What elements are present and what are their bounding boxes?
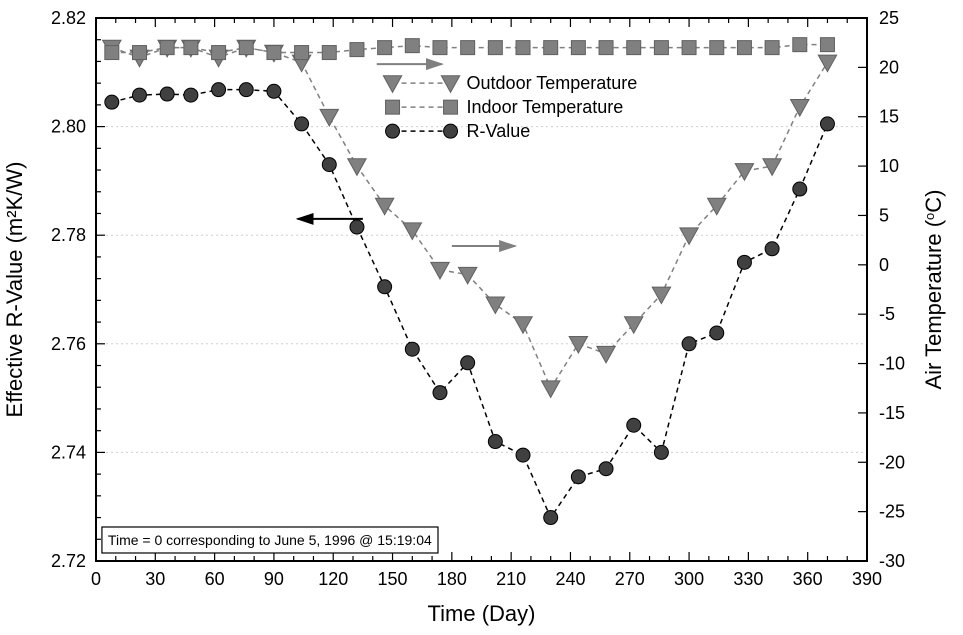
- svg-text:2.80: 2.80: [51, 117, 86, 137]
- svg-text:-5: -5: [879, 304, 895, 324]
- svg-text:-10: -10: [879, 354, 905, 374]
- legend-label-indoor: Indoor Temperature: [467, 97, 624, 117]
- x-axis-label: Time (Day): [428, 601, 536, 626]
- svg-text:90: 90: [264, 569, 284, 589]
- svg-text:0: 0: [91, 569, 101, 589]
- svg-text:15: 15: [879, 107, 899, 127]
- svg-text:120: 120: [318, 569, 348, 589]
- svg-text:2.78: 2.78: [51, 225, 86, 245]
- svg-text:150: 150: [378, 569, 408, 589]
- svg-text:30: 30: [145, 569, 165, 589]
- svg-text:25: 25: [879, 8, 899, 28]
- svg-text:-30: -30: [879, 551, 905, 571]
- svg-text:5: 5: [879, 205, 889, 225]
- svg-text:10: 10: [879, 156, 899, 176]
- svg-text:2.76: 2.76: [51, 334, 86, 354]
- svg-text:-20: -20: [879, 452, 905, 472]
- svg-text:-25: -25: [879, 502, 905, 522]
- svg-text:330: 330: [733, 569, 763, 589]
- svg-text:300: 300: [674, 569, 704, 589]
- legend-label-rvalue: R-Value: [467, 121, 531, 141]
- svg-text:240: 240: [555, 569, 585, 589]
- svg-text:20: 20: [879, 57, 899, 77]
- footnote-text: Time = 0 corresponding to June 5, 1996 @…: [108, 532, 432, 548]
- svg-text:390: 390: [852, 569, 882, 589]
- svg-text:360: 360: [793, 569, 823, 589]
- y-right-label: Air Temperature (oC): [921, 190, 946, 390]
- svg-text:0: 0: [879, 255, 889, 275]
- svg-text:2.72: 2.72: [51, 551, 86, 571]
- svg-text:60: 60: [205, 569, 225, 589]
- svg-text:-15: -15: [879, 403, 905, 423]
- svg-text:180: 180: [437, 569, 467, 589]
- svg-text:2.74: 2.74: [51, 442, 86, 462]
- svg-text:2.82: 2.82: [51, 8, 86, 28]
- legend-label-outdoor: Outdoor Temperature: [467, 73, 638, 93]
- chart-container: 0306090120150180210240270300330360390Tim…: [0, 0, 963, 635]
- svg-text:270: 270: [615, 569, 645, 589]
- svg-text:210: 210: [496, 569, 526, 589]
- y-left-label: Effective R-Value (m²K/W): [2, 162, 27, 418]
